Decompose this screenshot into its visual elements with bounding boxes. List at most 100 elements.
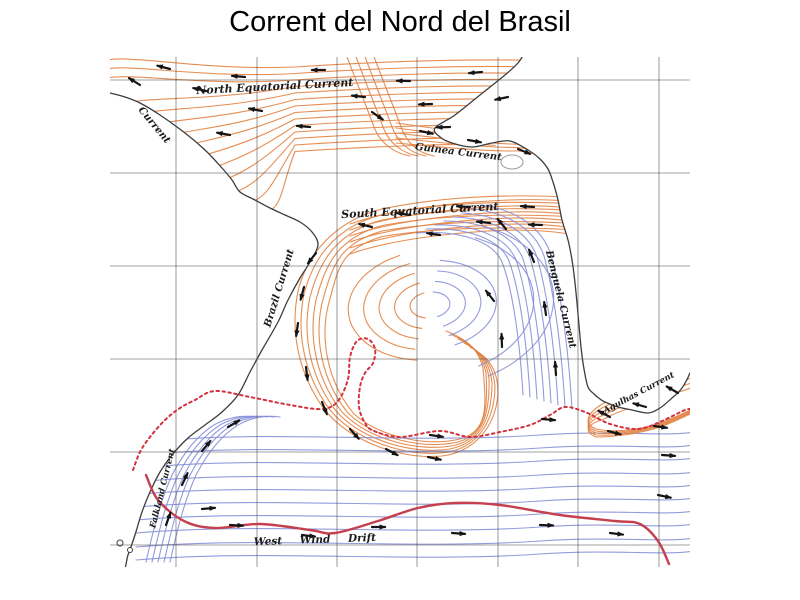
falkland-island [116,539,124,547]
flow-arrow [395,211,412,217]
flow-arrow [455,204,472,210]
flow-arrow [155,64,172,71]
streamline [135,497,695,508]
flow-arrow [127,77,142,87]
flow-arrow [542,300,548,317]
streamline [306,208,569,451]
flow-arrow [226,419,241,429]
streamline [103,65,556,76]
falkland-island [127,547,133,553]
flow-arrow [467,70,484,76]
streamline [165,98,531,138]
streamline [461,212,559,406]
flow-arrow [519,203,536,210]
flow-arrow [450,530,467,537]
streamline [378,272,419,340]
flow-arrow [528,248,536,264]
flow-arrow [608,531,625,537]
flow-arrow [475,219,492,225]
streamline [349,211,567,237]
flow-arrow [540,417,557,423]
flow-arrow [294,321,300,338]
flow-arrow [299,285,306,302]
flow-arrow [350,93,367,99]
streamline [123,78,546,105]
label-north-equatorial-current: North Equatorial Current [195,76,354,97]
streamline [161,431,695,442]
flow-arrow [606,429,623,436]
streamline [324,227,569,443]
flow-arrow [428,433,445,439]
streamline [142,484,695,495]
flow-arrow [200,505,217,511]
ocean-current-map: North Equatorial Current Current Guinea … [95,51,701,600]
streamline [345,53,411,157]
flow-arrow [552,360,559,377]
label-west-wind-drift: West Wind Drift [254,532,377,548]
streamline [347,254,418,361]
flow-arrow [230,73,247,79]
streamline [135,550,695,561]
africa-landmass [433,51,701,414]
streamline [147,471,695,482]
convergence-layer [132,337,695,566]
streamline [349,217,567,243]
flow-arrow [665,385,680,395]
flow-arrow [418,129,435,136]
streamline [470,208,566,408]
flow-arrow [191,86,208,93]
streamline [312,214,569,448]
streamline [163,415,275,563]
streamline [349,205,567,231]
flow-arrows-layer [127,64,680,539]
flow-arrow [597,409,612,419]
flow-arrow [484,289,496,303]
streamline [156,444,695,455]
streamline [135,537,695,548]
streamline [432,291,451,318]
streamline [434,280,466,327]
streamline [151,91,536,127]
streamline [474,237,535,367]
convergence-line-dotted [132,337,695,471]
flow-arrow [425,231,442,237]
flow-arrow [516,147,532,155]
streamline [137,85,541,116]
flow-arrow [306,251,318,265]
flow-arrow [652,424,669,430]
flow-arrow [320,400,328,416]
flow-arrow [215,131,232,137]
streamline [452,216,552,404]
streamline [135,523,695,534]
streamline [409,292,426,319]
flow-arrow [164,511,172,527]
flow-arrow [228,522,245,528]
flow-arrow [247,107,264,113]
streamline [363,53,427,157]
streamline [151,457,695,468]
streamline [145,415,257,563]
streamline [300,201,569,454]
flow-arrow [180,471,189,487]
streamline [434,224,538,400]
flow-arrow [348,427,360,440]
flow-arrow [304,365,310,382]
south-america-landmass [95,86,319,600]
streamline [394,282,423,329]
flow-arrow [660,452,677,459]
flow-arrow [357,222,374,229]
flow-arrow [384,447,399,457]
flow-arrow [300,533,317,539]
flow-arrow [656,493,673,500]
page-title: Corrent del Nord del Brasil [229,6,571,38]
map-canvas: North Equatorial Current Current Guinea … [95,51,701,600]
coastal-lagoon [500,154,524,170]
flow-arrow [370,110,384,121]
flow-arrow [200,439,212,453]
streamline [479,204,573,410]
convergence-line-solid [144,473,671,566]
streamline [318,220,569,445]
streamline [425,228,531,398]
flow-arrow [295,123,312,129]
